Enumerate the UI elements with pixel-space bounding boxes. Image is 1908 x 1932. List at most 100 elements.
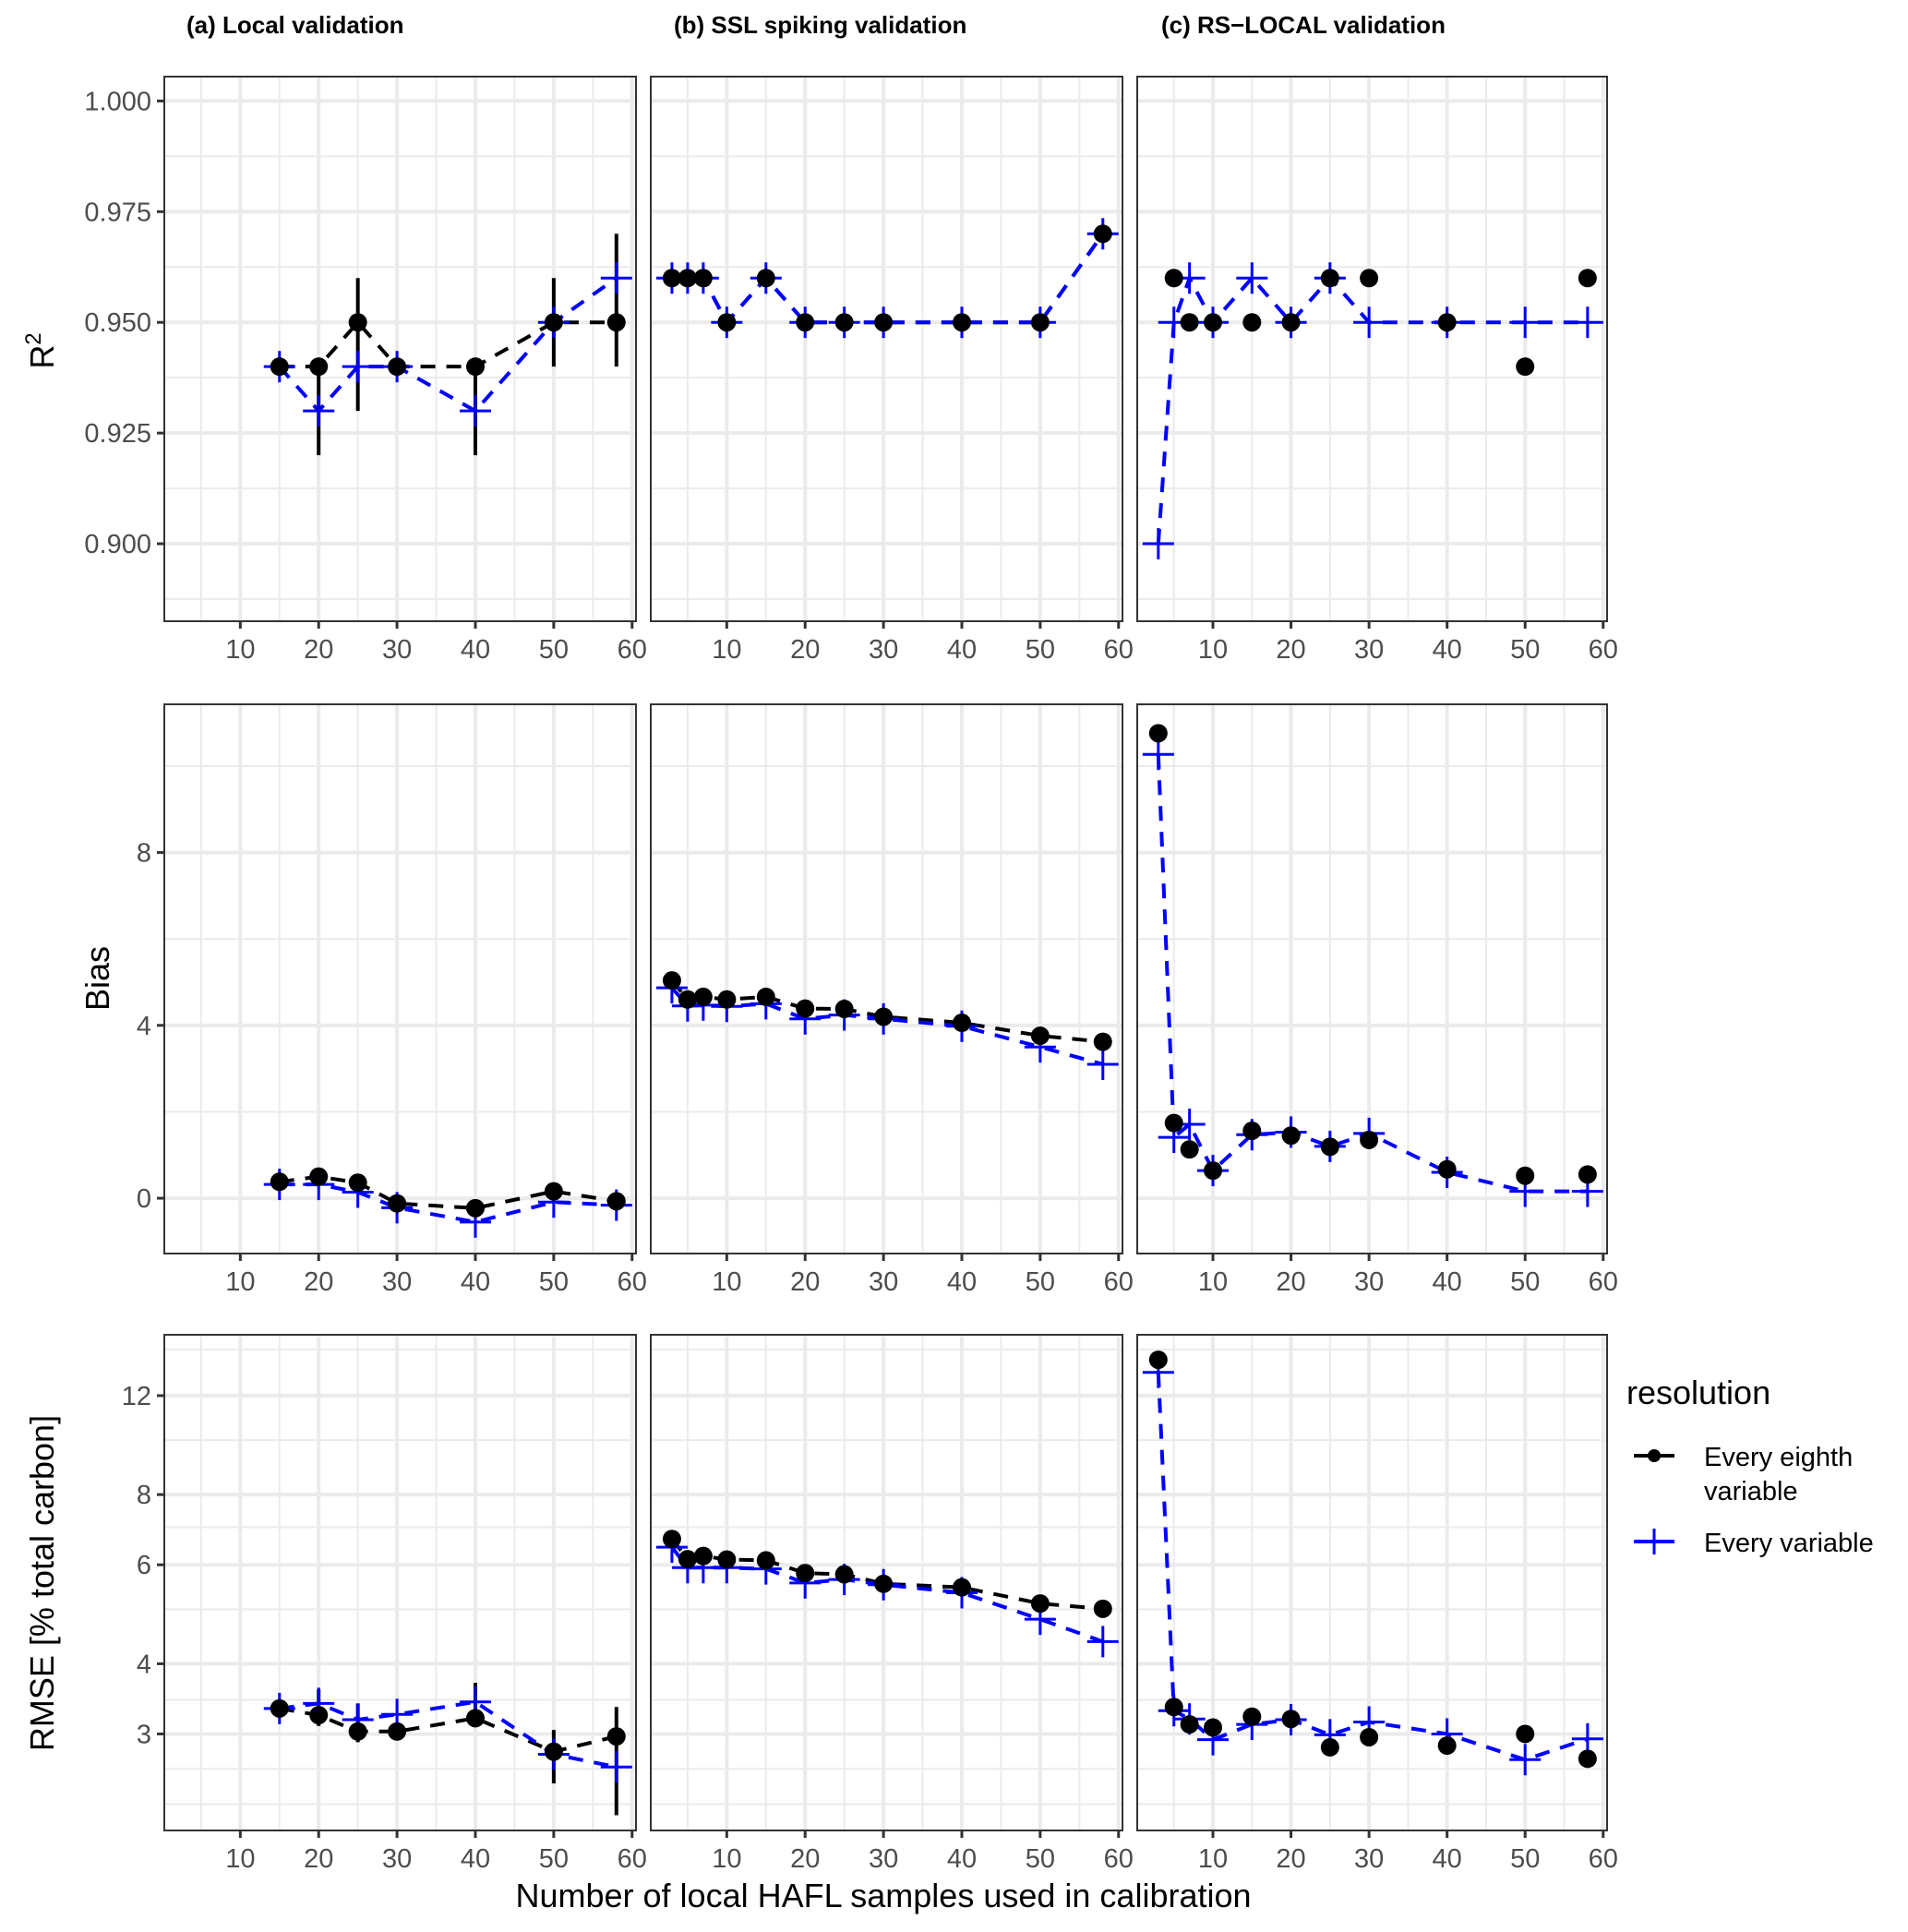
legend-item-every-variable[interactable]: Every variable <box>1634 1529 1874 1558</box>
legend-item-every-eighth[interactable]: Every eighth variable <box>1634 1443 1853 1506</box>
x-tick-label: 30 <box>869 1267 898 1297</box>
x-tick-label: 50 <box>1510 1267 1540 1297</box>
point-every-eighth <box>1516 357 1535 377</box>
x-tick-label: 40 <box>1433 635 1462 665</box>
point-every-eighth <box>1164 1698 1183 1717</box>
x-tick-label: 10 <box>225 1267 255 1297</box>
y-axis-title-bias: Bias <box>78 946 116 1011</box>
x-tick-label: 30 <box>1354 635 1384 665</box>
point-every-eighth <box>1360 269 1379 288</box>
x-tick-label: 20 <box>1276 1844 1305 1874</box>
point-every-eighth <box>952 1578 971 1597</box>
x-tick-label: 50 <box>1026 635 1055 665</box>
point-every-eighth <box>1180 1140 1199 1159</box>
panel-background <box>164 77 636 621</box>
x-tick-label: 60 <box>618 1844 647 1874</box>
point-every-eighth <box>1578 1165 1597 1184</box>
point-every-eighth <box>348 313 367 332</box>
panel-border <box>650 76 1123 622</box>
x-tick-label: 40 <box>461 635 490 665</box>
panel-background <box>651 77 1122 621</box>
panel-border <box>1136 703 1608 1254</box>
x-tick-label: 50 <box>1026 1267 1055 1297</box>
point-every-eighth <box>1093 224 1112 244</box>
point-every-eighth <box>465 357 485 377</box>
legend-label-every-variable: Every variable <box>1704 1529 1874 1558</box>
panel-rmse-a: 10 20 30 40 50 60 3 4 6 8 12 <box>122 1334 647 1874</box>
x-tick-label: 30 <box>869 1844 898 1874</box>
plot-area <box>1142 1350 1603 1776</box>
point-every-eighth <box>606 313 626 332</box>
point-every-eighth <box>1030 1594 1050 1614</box>
x-tick-label: 40 <box>1433 1267 1462 1297</box>
x-tick-label: 50 <box>1026 1844 1055 1874</box>
point-every-eighth <box>1030 313 1050 332</box>
point-every-variable <box>1509 306 1542 339</box>
point-every-variable <box>1142 738 1174 771</box>
point-every-eighth <box>874 1574 894 1593</box>
x-tick-label: 20 <box>304 635 333 665</box>
panel-r2-a: 10 20 30 40 50 60 0.900 0.925 0.950 0.975 1.000 <box>84 76 647 665</box>
point-every-eighth <box>309 1706 329 1725</box>
point-every-eighth <box>1242 1122 1262 1141</box>
circle-marker-icon <box>1648 1449 1661 1462</box>
x-tick-label: 30 <box>1354 1844 1384 1874</box>
panel-rmse-c: 10 20 30 40 50 60 <box>1136 1334 1618 1874</box>
panel-background <box>164 1335 636 1830</box>
point-every-eighth <box>1148 1350 1168 1370</box>
plot-area <box>1142 724 1603 1207</box>
x-tick-label: 10 <box>1198 1267 1228 1297</box>
panel-r2-b: 10 20 30 40 50 60 <box>650 76 1134 665</box>
point-every-eighth <box>678 990 697 1009</box>
point-every-eighth <box>544 313 563 332</box>
x-tick-label: 20 <box>1276 635 1305 665</box>
point-every-eighth <box>1360 1130 1379 1149</box>
x-tick-label: 40 <box>947 1844 977 1874</box>
panel-border <box>163 703 637 1254</box>
x-tick-label: 50 <box>539 1267 569 1297</box>
x-axis-title: Number of local HAFL samples used in cal… <box>515 1877 1251 1914</box>
point-every-variable <box>459 395 491 427</box>
point-every-eighth <box>1516 1724 1535 1744</box>
point-every-variable <box>1571 306 1603 339</box>
x-tick-label: 40 <box>461 1844 490 1874</box>
point-every-eighth <box>1204 313 1223 332</box>
point-every-eighth <box>606 1192 626 1211</box>
panel-bias-a: 10 20 30 40 50 60 0 4 8 <box>137 703 647 1297</box>
point-every-variable <box>1236 262 1268 294</box>
panel-border <box>163 76 637 622</box>
point-every-eighth <box>348 1722 367 1741</box>
y-tick-label: 0.925 <box>84 419 151 449</box>
point-every-eighth <box>270 357 289 377</box>
point-every-eighth <box>1360 1727 1379 1746</box>
facet-title-b: (b) SSL spiking validation <box>674 11 966 39</box>
y-tick-label: 0.950 <box>84 308 151 338</box>
x-tick-label: 40 <box>1433 1844 1462 1874</box>
point-every-eighth <box>1164 269 1183 288</box>
panel-background <box>651 704 1122 1254</box>
panel-border <box>650 703 1123 1254</box>
plot-area <box>655 1530 1119 1658</box>
point-every-eighth <box>1148 724 1168 743</box>
x-tick-label: 10 <box>712 1267 741 1297</box>
point-every-eighth <box>1242 1707 1262 1726</box>
x-tick-label: 40 <box>461 1267 490 1297</box>
point-every-eighth <box>796 999 815 1018</box>
point-every-eighth <box>834 313 854 332</box>
y-axis-title-rmse: RMSE [% total carbon] <box>23 1415 61 1751</box>
point-every-eighth <box>388 1194 407 1213</box>
panel-bias-c: 10 20 30 40 50 60 <box>1136 703 1618 1297</box>
point-every-eighth <box>952 1014 971 1033</box>
panel-background <box>164 704 636 1254</box>
point-every-eighth <box>1093 1599 1112 1618</box>
x-tick-label: 60 <box>1104 1267 1134 1297</box>
panel-border <box>1136 76 1608 622</box>
point-every-eighth <box>662 269 681 288</box>
point-every-eighth <box>693 1546 713 1566</box>
x-tick-label: 50 <box>1510 635 1540 665</box>
r2-superscript: 2 <box>21 332 46 344</box>
x-tick-label: 60 <box>1589 1844 1618 1874</box>
facet-title-c: (c) RS−LOCAL validation <box>1161 11 1446 39</box>
y-tick-label: 4 <box>137 1012 151 1041</box>
